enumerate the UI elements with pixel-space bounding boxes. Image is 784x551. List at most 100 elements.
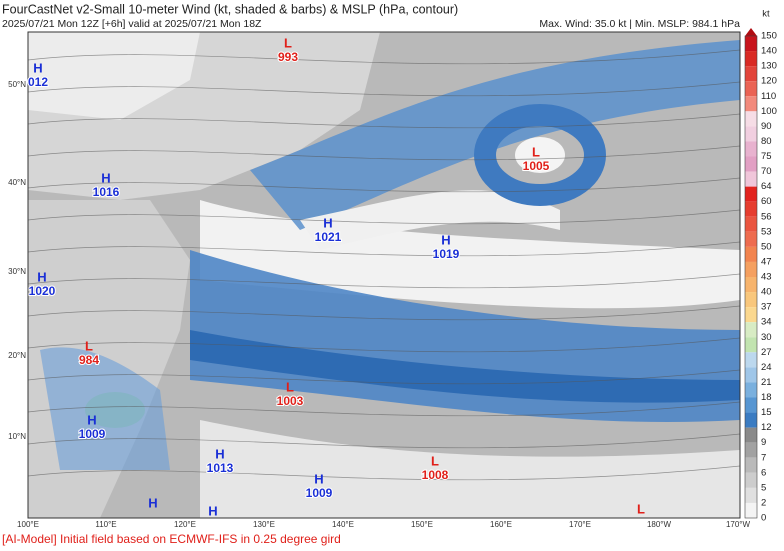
system-pressure: 984 xyxy=(79,353,99,367)
colorbar-label: 75 xyxy=(761,151,772,162)
colorbar-segment xyxy=(745,292,757,308)
colorbar-label: 21 xyxy=(761,377,772,388)
colorbar-segment xyxy=(745,66,757,82)
system-high: H xyxy=(87,412,96,427)
colorbar-segment xyxy=(745,51,757,67)
colorbar-label: 64 xyxy=(761,181,772,192)
colorbar-label: 80 xyxy=(761,136,772,147)
lon-label: 120°E xyxy=(174,520,196,529)
system-pressure: 1013 xyxy=(207,461,234,475)
colorbar-label: 130 xyxy=(761,61,777,72)
colorbar-segment xyxy=(745,367,757,383)
colorbar-label: 110 xyxy=(761,91,776,102)
map-field xyxy=(28,32,740,518)
lat-label: 30°N xyxy=(8,267,26,276)
colorbar-segment xyxy=(745,216,757,232)
colorbar-segment xyxy=(745,171,757,187)
colorbar-label: 0 xyxy=(761,513,766,524)
subtitle: 2025/07/21 Mon 12Z [+6h] valid at 2025/0… xyxy=(2,18,262,30)
colorbar-label: 15 xyxy=(761,407,772,418)
colorbar-segment xyxy=(745,246,757,262)
colorbar-label: 24 xyxy=(761,362,772,373)
colorbar-label: 120 xyxy=(761,76,777,87)
cyclone-eye xyxy=(515,137,565,173)
isobar xyxy=(28,369,740,385)
colorbar-label: 53 xyxy=(761,226,772,237)
isobars xyxy=(28,49,740,481)
colorbar-segment xyxy=(745,427,757,443)
colorbar-label: 40 xyxy=(761,287,772,298)
system-pressure: 1003 xyxy=(277,394,304,408)
lon-label: 100°E xyxy=(17,520,39,529)
isobar xyxy=(28,145,740,161)
colorbar-label: 60 xyxy=(761,196,772,207)
colorbar-segment xyxy=(745,472,757,488)
colorbar-segment xyxy=(745,352,757,368)
system-pressure: 993 xyxy=(278,50,298,64)
system-pressure: 1009 xyxy=(79,427,106,441)
system-high: H xyxy=(441,232,450,247)
colorbar-label: 7 xyxy=(761,452,766,463)
colorbar-segment xyxy=(745,186,757,202)
colorbar-segment xyxy=(745,277,757,293)
lon-label: 160°E xyxy=(490,520,512,529)
colorbar-label: 9 xyxy=(761,437,766,448)
system-high: H xyxy=(148,495,157,510)
isobar xyxy=(28,241,740,257)
cyclone-ring xyxy=(474,104,606,206)
lon-label: 180°W xyxy=(647,520,672,529)
colorbar-unit: kt xyxy=(762,9,770,20)
colorbar-label: 27 xyxy=(761,347,772,358)
system-pressure: 1019 xyxy=(433,247,460,261)
system-low: L xyxy=(284,35,292,50)
system-pressure: 1009 xyxy=(306,486,333,500)
system-pressure: 1016 xyxy=(93,185,120,199)
colorbar-segment xyxy=(745,81,757,97)
lon-label: 170°W xyxy=(726,520,751,529)
colorbar-segment xyxy=(745,231,757,247)
colorbar-label: 150 xyxy=(761,31,777,42)
system-low: L xyxy=(637,501,645,516)
stats: Max. Wind: 35.0 kt | Min. MSLP: 984.1 hP… xyxy=(539,18,740,30)
colorbar-segment xyxy=(745,126,757,142)
system-low: L xyxy=(431,453,439,468)
system-pressure: 012 xyxy=(28,75,48,89)
colorbar-label: 56 xyxy=(761,211,772,222)
lat-label: 50°N xyxy=(8,80,26,89)
lon-label: 140°E xyxy=(332,520,354,529)
isobar xyxy=(28,273,740,289)
isobar xyxy=(28,209,740,225)
colorbar-segment xyxy=(745,337,757,353)
colorbar-frame xyxy=(744,35,758,519)
colorbar-segment xyxy=(745,36,757,52)
isobar xyxy=(28,305,740,321)
lon-label: 130°E xyxy=(253,520,275,529)
colorbar-label: 43 xyxy=(761,272,772,283)
colorbar-label: 47 xyxy=(761,256,772,267)
colorbar-segment xyxy=(745,487,757,503)
colorbar-segment xyxy=(745,397,757,413)
colorbar-segment xyxy=(745,307,757,323)
lon-label: 150°E xyxy=(411,520,433,529)
colorbar-label: 12 xyxy=(761,422,772,433)
colorbar-label: 18 xyxy=(761,392,772,403)
lat-label: 10°N xyxy=(8,432,26,441)
lon-label: 110°E xyxy=(95,520,116,529)
isobar xyxy=(28,465,740,481)
lat-label: 40°N xyxy=(8,178,26,187)
lat-label: 20°N xyxy=(8,351,26,360)
system-low: L xyxy=(85,338,93,353)
colorbar-label: 34 xyxy=(761,317,772,328)
system-pressure: 1021 xyxy=(315,230,342,244)
system-pressure: 1008 xyxy=(422,468,449,482)
colorbar-label: 2 xyxy=(761,497,766,508)
colorbar-segment xyxy=(745,141,757,157)
lon-label: 170°E xyxy=(569,520,591,529)
system-high: H xyxy=(323,215,332,230)
colorbar-segment xyxy=(745,261,757,277)
isobar xyxy=(28,177,740,193)
system-high: H xyxy=(101,170,110,185)
isobar xyxy=(28,433,740,449)
system-pressure: 1020 xyxy=(29,284,56,298)
